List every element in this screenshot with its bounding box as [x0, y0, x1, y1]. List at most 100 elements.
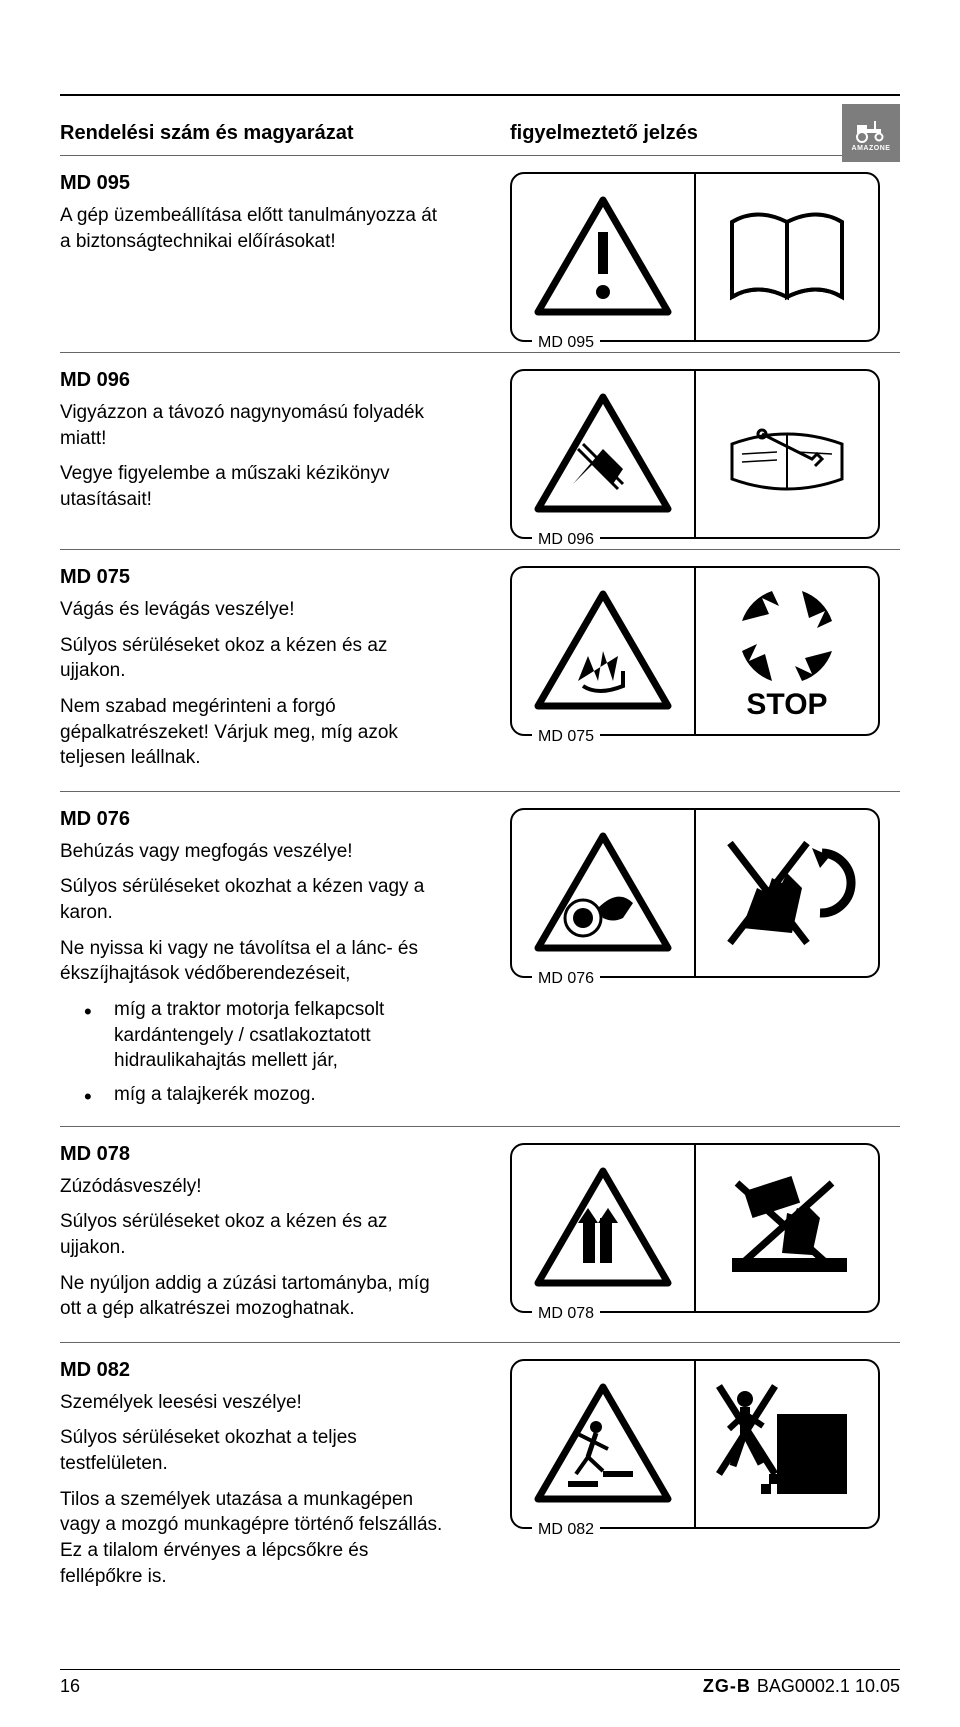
entry-para: Ne nyúljon addig a zúzási tartományba, m… [60, 1271, 452, 1322]
entry-para: Nem szabad megérinteni a forgó gépalkatr… [60, 694, 452, 771]
manual-wrench-icon [717, 404, 857, 504]
svg-text:STOP: STOP [746, 688, 827, 721]
brand-text: AMAZONE [852, 145, 891, 152]
figure-wrap: MD 076 [510, 808, 880, 978]
entry-code: MD 076 [60, 808, 452, 831]
open-book-icon [722, 202, 852, 312]
figure-wrap: MD 078 [510, 1143, 880, 1313]
separator [60, 155, 900, 156]
no-reach-rotating-icon [712, 818, 862, 968]
entanglement-icon [528, 828, 678, 958]
footer-rule [60, 1669, 900, 1670]
entry-md096: MD 096 Vigyázzon a távozó nagynyomású fo… [60, 369, 900, 539]
figure-wrap: MD 096 [510, 369, 880, 539]
entry-para: Súlyos sérüléseket okozhat a teljes test… [60, 1425, 452, 1476]
header-right: figyelmeztető jelzés [480, 122, 900, 145]
warning-pane [512, 568, 694, 734]
fall-hazard-icon [528, 1379, 678, 1509]
figure-label: MD 095 [532, 334, 600, 352]
entry-md076: MD 076 Behúzás vagy megfogás veszélye! S… [60, 808, 900, 1116]
entry-md078: MD 078 Zúzódásveszély! Súlyos sérüléseke… [60, 1143, 900, 1332]
tractor-icon [854, 115, 888, 143]
page-number: 16 [60, 1676, 80, 1697]
entry-para: Súlyos sérüléseket okoz a kézen és az uj… [60, 1209, 452, 1260]
separator [60, 791, 900, 792]
entry-para: Súlyos sérüléseket okozhat a kézen vagy … [60, 874, 452, 925]
entry-para: Személyek leesési veszélye! [60, 1390, 452, 1416]
action-pane [696, 1361, 878, 1527]
entry-text: MD 095 A gép üzembeállítása előtt tanulm… [60, 172, 480, 264]
entry-bullet: míg a traktor motorja felkapcsolt kardán… [60, 997, 452, 1074]
entry-text: MD 082 Személyek leesési veszélye! Súlyo… [60, 1359, 480, 1599]
fluid-injection-icon [528, 389, 678, 519]
figure-box [510, 1359, 880, 1529]
entry-md075: MD 075 Vágás és levágás veszélye! Súlyos… [60, 566, 900, 781]
top-rule [60, 94, 900, 96]
figure-label: MD 096 [532, 531, 600, 549]
figure-box [510, 172, 880, 342]
entry-para: Tilos a személyek utazása a munkagépen v… [60, 1487, 452, 1590]
figure-box: STOP [510, 566, 880, 736]
separator [60, 352, 900, 353]
entry-para: Vágás és levágás veszélye! [60, 597, 452, 623]
warning-triangle-icon [528, 192, 678, 322]
action-pane [696, 1145, 878, 1311]
figure-label: MD 076 [532, 970, 600, 988]
separator [60, 1126, 900, 1127]
entry-para: Vegye figyelembe a műszaki kézikönyv uta… [60, 461, 452, 512]
entry-figure-col: MD 078 [480, 1143, 900, 1313]
footer-row: 16 ZG-B BAG0002.1 10.05 [60, 1676, 900, 1697]
entry-text: MD 096 Vigyázzon a távozó nagynyomású fo… [60, 369, 480, 523]
figure-label: MD 082 [532, 1521, 600, 1539]
entry-md082: MD 082 Személyek leesési veszélye! Súlyo… [60, 1359, 900, 1599]
entry-code: MD 075 [60, 566, 452, 589]
warning-pane [512, 174, 694, 340]
entry-para: A gép üzembeállítása előtt tanulmányozza… [60, 203, 452, 254]
separator [60, 1342, 900, 1343]
entry-para: Behúzás vagy megfogás veszélye! [60, 839, 452, 865]
warning-pane [512, 1145, 694, 1311]
figure-wrap: MD 095 [510, 172, 880, 342]
entry-para: Zúzódásveszély! [60, 1174, 452, 1200]
entry-figure-col: MD 095 [480, 172, 900, 342]
figure-box [510, 1143, 880, 1313]
entry-para: Vigyázzon a távozó nagynyomású folyadék … [60, 400, 452, 451]
header-left: Rendelési szám és magyarázat [60, 122, 480, 145]
entry-code: MD 096 [60, 369, 452, 392]
warning-pane [512, 1361, 694, 1527]
stop-icon: STOP [712, 576, 862, 726]
separator [60, 549, 900, 550]
entry-para: Súlyos sérüléseket okoz a kézen és az uj… [60, 633, 452, 684]
entry-figure-col: MD 076 [480, 808, 900, 978]
figure-box [510, 369, 880, 539]
entry-bullet: míg a talajkerék mozog. [60, 1082, 452, 1108]
action-pane [696, 371, 878, 537]
figure-wrap: MD 082 [510, 1359, 880, 1529]
figure-box [510, 808, 880, 978]
cutting-hazard-icon [528, 586, 678, 716]
action-pane: STOP [696, 568, 878, 734]
entry-text: MD 075 Vágás és levágás veszélye! Súlyos… [60, 566, 480, 781]
entry-text: MD 076 Behúzás vagy megfogás veszélye! S… [60, 808, 480, 1116]
entry-code: MD 078 [60, 1143, 452, 1166]
footer-right: ZG-B BAG0002.1 10.05 [703, 1676, 900, 1697]
footer-doc: BAG0002.1 10.05 [757, 1676, 900, 1697]
entry-code: MD 095 [60, 172, 452, 195]
entry-md095: MD 095 A gép üzembeállítása előtt tanulm… [60, 172, 900, 342]
page: AMAZONE Rendelési szám és magyarázat fig… [0, 94, 960, 1727]
figure-label: MD 075 [532, 728, 600, 746]
action-pane [696, 174, 878, 340]
action-pane [696, 810, 878, 976]
entry-para: Ne nyissa ki vagy ne távolítsa el a lánc… [60, 936, 452, 987]
entry-figure-col: STOP MD 075 [480, 566, 900, 736]
figure-wrap: STOP MD 075 [510, 566, 880, 736]
footer: 16 ZG-B BAG0002.1 10.05 [60, 1669, 900, 1697]
brand-logo: AMAZONE [842, 104, 900, 162]
entry-bullets: míg a traktor motorja felkapcsolt kardán… [60, 997, 452, 1108]
entry-text: MD 078 Zúzódásveszély! Súlyos sérüléseke… [60, 1143, 480, 1332]
table-header: Rendelési szám és magyarázat figyelmezte… [60, 122, 900, 145]
footer-brand: ZG-B [703, 1676, 751, 1697]
entry-figure-col: MD 096 [480, 369, 900, 539]
no-riding-icon [707, 1374, 867, 1514]
entry-code: MD 082 [60, 1359, 452, 1382]
